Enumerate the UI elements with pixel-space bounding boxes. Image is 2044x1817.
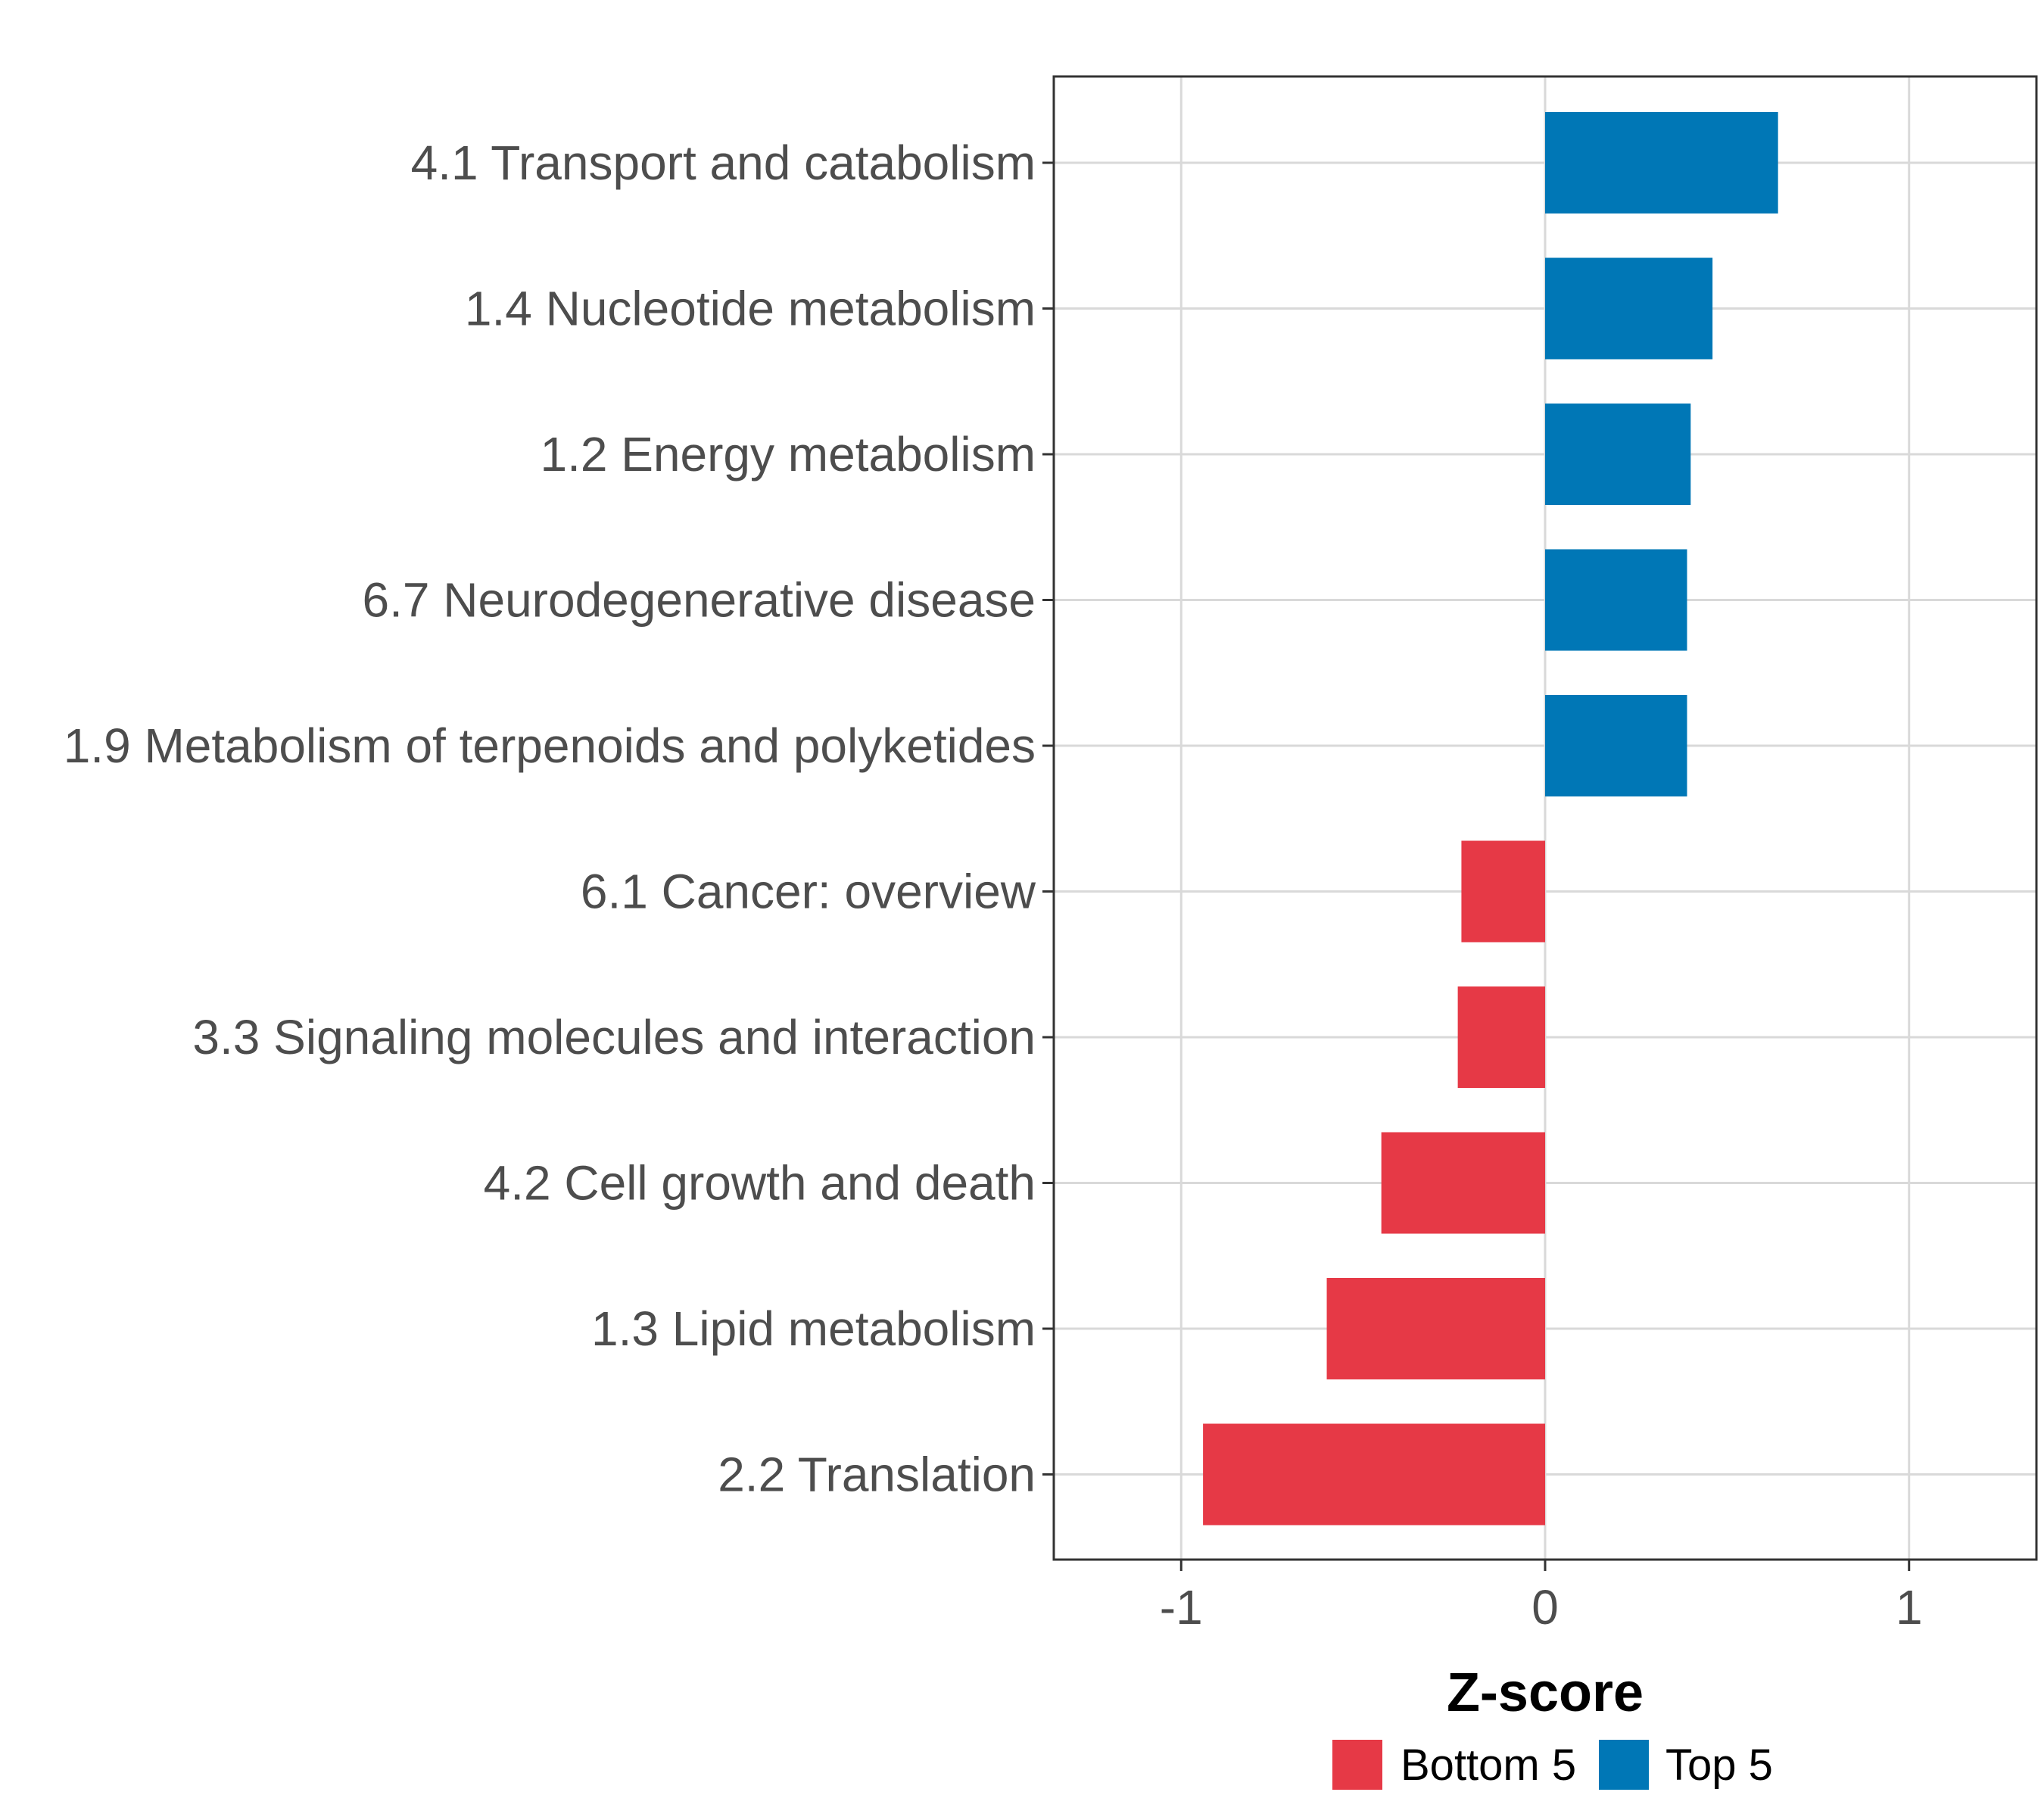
category-label: 1.4 Nucleotide metabolism — [465, 282, 1036, 336]
legend-label-1: Bottom 5 — [1401, 1741, 1576, 1790]
bar-2 — [1545, 257, 1713, 360]
bar-6 — [1461, 840, 1545, 943]
category-label: 1.3 Lipid metabolism — [591, 1301, 1036, 1356]
legend-key-1 — [1332, 1740, 1382, 1790]
category-label: 6.7 Neurodegenerative disease — [363, 573, 1036, 628]
bar-4 — [1545, 549, 1687, 651]
legend-label-2: Top 5 — [1665, 1741, 1773, 1790]
bar-8 — [1381, 1132, 1545, 1234]
legend-key-2 — [1599, 1740, 1649, 1790]
category-label: 2.2 Translation — [718, 1448, 1036, 1502]
bars — [1203, 112, 1778, 1526]
bar-3 — [1545, 404, 1691, 505]
category-label: 3.3 Signaling molecules and interaction — [192, 1010, 1036, 1064]
x-axis-ticks: -1 0 1 — [1160, 1560, 1923, 1635]
y-axis-labels: 4.1 Transport and catabolism 1.4 Nucleoti… — [64, 136, 1036, 1502]
x-tick-label: -1 — [1160, 1580, 1203, 1635]
category-label: 1.2 Energy metabolism — [540, 427, 1036, 482]
category-label: 4.2 Cell growth and death — [484, 1156, 1036, 1211]
x-tick-label: 1 — [1896, 1580, 1923, 1635]
category-label: 1.9 Metabolism of terpenoids and polyket… — [64, 718, 1036, 773]
category-label: 6.1 Cancer: overview — [581, 865, 1036, 919]
bar-9 — [1326, 1278, 1545, 1379]
bar-5 — [1545, 695, 1687, 796]
y-axis-ticks — [1042, 161, 1054, 1476]
category-label: 4.1 Transport and catabolism — [411, 136, 1036, 190]
x-axis-title: Z-score — [1447, 1663, 1644, 1723]
x-tick-label: 0 — [1531, 1580, 1559, 1635]
legend: Bottom 5 Top 5 — [1332, 1740, 1773, 1790]
bar-7 — [1457, 986, 1545, 1088]
bar-1 — [1545, 112, 1778, 213]
bar-10 — [1203, 1423, 1545, 1526]
